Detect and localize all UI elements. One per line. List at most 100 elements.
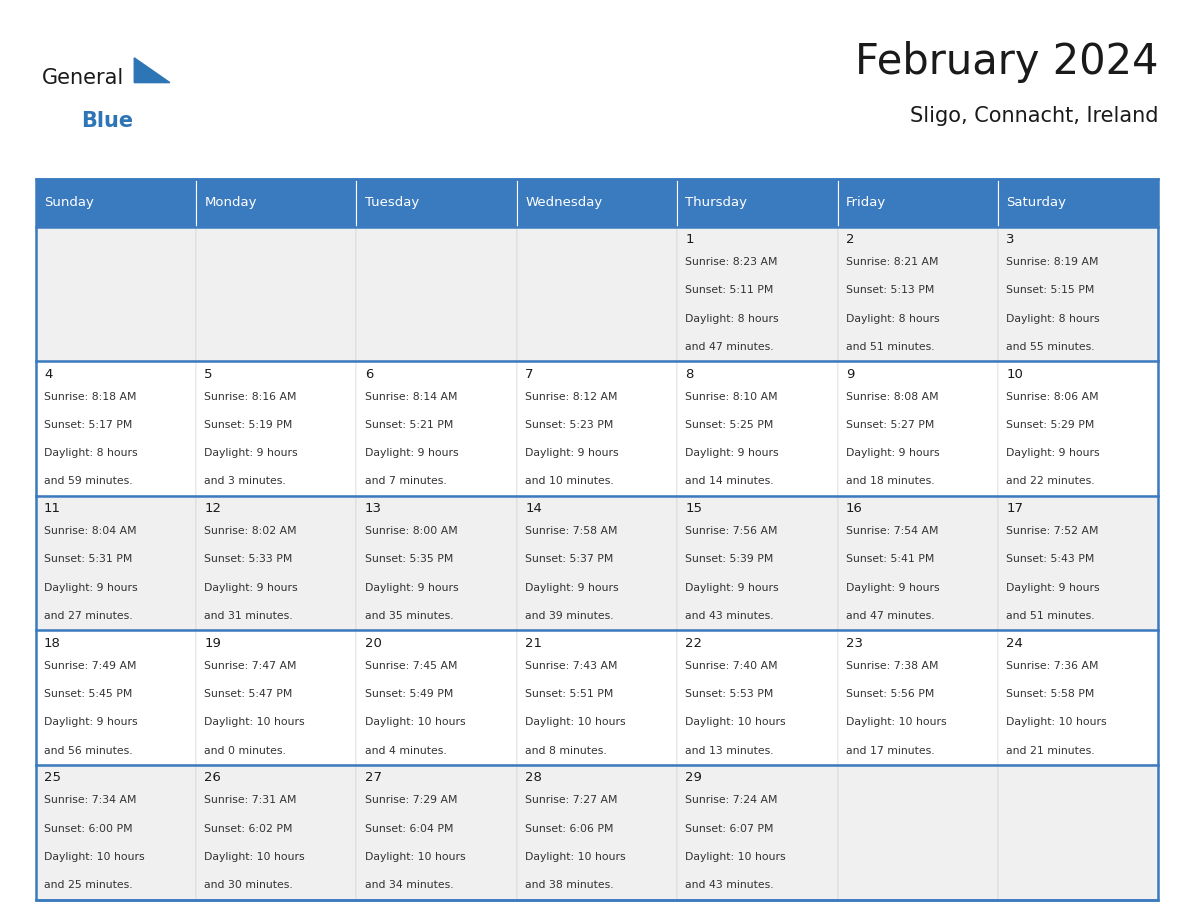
Text: Daylight: 10 hours: Daylight: 10 hours [365, 852, 466, 862]
Text: 26: 26 [204, 771, 221, 785]
Text: Daylight: 10 hours: Daylight: 10 hours [525, 852, 626, 862]
Text: 17: 17 [1006, 502, 1023, 515]
Text: Sunrise: 7:40 AM: Sunrise: 7:40 AM [685, 661, 778, 671]
Text: Sunset: 5:11 PM: Sunset: 5:11 PM [685, 285, 773, 296]
Text: 7: 7 [525, 368, 533, 381]
Text: 23: 23 [846, 637, 862, 650]
Text: Sunset: 5:17 PM: Sunset: 5:17 PM [44, 420, 132, 430]
Text: and 30 minutes.: and 30 minutes. [204, 880, 293, 890]
Text: 25: 25 [44, 771, 61, 785]
Text: Friday: Friday [846, 196, 886, 209]
Text: Sunset: 5:15 PM: Sunset: 5:15 PM [1006, 285, 1094, 296]
Polygon shape [134, 58, 170, 83]
Bar [36, 362, 196, 496]
Text: Daylight: 8 hours: Daylight: 8 hours [685, 314, 779, 323]
Text: Daylight: 8 hours: Daylight: 8 hours [846, 314, 940, 323]
Text: Daylight: 9 hours: Daylight: 9 hours [365, 448, 459, 458]
Text: Sunset: 5:21 PM: Sunset: 5:21 PM [365, 420, 453, 430]
Text: Sunrise: 8:19 AM: Sunrise: 8:19 AM [1006, 257, 1099, 267]
Text: Daylight: 10 hours: Daylight: 10 hours [685, 852, 786, 862]
Text: Daylight: 9 hours: Daylight: 9 hours [1006, 448, 1100, 458]
Text: Sunset: 5:27 PM: Sunset: 5:27 PM [846, 420, 934, 430]
Text: 12: 12 [204, 502, 221, 515]
Text: Daylight: 9 hours: Daylight: 9 hours [525, 583, 619, 593]
Text: Sunset: 5:19 PM: Sunset: 5:19 PM [204, 420, 292, 430]
Text: 6: 6 [365, 368, 373, 381]
Bar [998, 496, 1158, 631]
Text: Thursday: Thursday [685, 196, 747, 209]
Bar [517, 765, 677, 900]
Text: Sunrise: 7:24 AM: Sunrise: 7:24 AM [685, 795, 778, 805]
Text: Sunrise: 7:52 AM: Sunrise: 7:52 AM [1006, 526, 1099, 536]
Text: and 8 minutes.: and 8 minutes. [525, 745, 607, 756]
Text: Daylight: 10 hours: Daylight: 10 hours [685, 717, 786, 727]
Text: 5: 5 [204, 368, 213, 381]
Text: 11: 11 [44, 502, 61, 515]
Text: Sunset: 5:39 PM: Sunset: 5:39 PM [685, 554, 773, 565]
Text: and 35 minutes.: and 35 minutes. [365, 611, 454, 621]
Text: 1: 1 [685, 233, 694, 246]
Text: Sunset: 5:25 PM: Sunset: 5:25 PM [685, 420, 773, 430]
Text: Sunset: 5:56 PM: Sunset: 5:56 PM [846, 689, 934, 699]
Text: Sunset: 5:51 PM: Sunset: 5:51 PM [525, 689, 613, 699]
Text: Sunset: 5:45 PM: Sunset: 5:45 PM [44, 689, 132, 699]
Bar [36, 496, 196, 631]
Text: Sunrise: 7:27 AM: Sunrise: 7:27 AM [525, 795, 618, 805]
Text: Sligo, Connacht, Ireland: Sligo, Connacht, Ireland [910, 106, 1158, 126]
Text: Saturday: Saturday [1006, 196, 1067, 209]
Text: Sunrise: 8:12 AM: Sunrise: 8:12 AM [525, 392, 618, 401]
Text: Sunrise: 8:08 AM: Sunrise: 8:08 AM [846, 392, 939, 401]
Text: Daylight: 8 hours: Daylight: 8 hours [1006, 314, 1100, 323]
Text: 8: 8 [685, 368, 694, 381]
Text: 16: 16 [846, 502, 862, 515]
Text: and 34 minutes.: and 34 minutes. [365, 880, 454, 890]
Text: and 31 minutes.: and 31 minutes. [204, 611, 293, 621]
Text: and 47 minutes.: and 47 minutes. [846, 611, 935, 621]
Text: Sunset: 6:00 PM: Sunset: 6:00 PM [44, 823, 133, 834]
Text: Daylight: 10 hours: Daylight: 10 hours [1006, 717, 1107, 727]
Text: Daylight: 9 hours: Daylight: 9 hours [204, 448, 298, 458]
Text: and 14 minutes.: and 14 minutes. [685, 476, 775, 487]
Text: and 47 minutes.: and 47 minutes. [685, 341, 775, 352]
Text: and 59 minutes.: and 59 minutes. [44, 476, 133, 487]
Text: and 0 minutes.: and 0 minutes. [204, 745, 286, 756]
Bar [36, 765, 196, 900]
Bar [838, 362, 998, 496]
Text: Sunrise: 8:06 AM: Sunrise: 8:06 AM [1006, 392, 1099, 401]
Text: 14: 14 [525, 502, 542, 515]
Bar [838, 227, 998, 362]
Text: Daylight: 10 hours: Daylight: 10 hours [525, 717, 626, 727]
Text: 20: 20 [365, 637, 381, 650]
Bar [998, 362, 1158, 496]
Text: 3: 3 [1006, 233, 1015, 246]
Text: Sunrise: 8:10 AM: Sunrise: 8:10 AM [685, 392, 778, 401]
Bar [356, 362, 517, 496]
Text: and 7 minutes.: and 7 minutes. [365, 476, 447, 487]
Text: 4: 4 [44, 368, 52, 381]
Text: and 13 minutes.: and 13 minutes. [685, 745, 775, 756]
Text: Daylight: 10 hours: Daylight: 10 hours [846, 717, 947, 727]
Text: and 21 minutes.: and 21 minutes. [1006, 745, 1095, 756]
Text: 22: 22 [685, 637, 702, 650]
Text: Sunset: 5:35 PM: Sunset: 5:35 PM [365, 554, 453, 565]
Text: Blue: Blue [81, 111, 133, 131]
Text: Tuesday: Tuesday [365, 196, 419, 209]
Text: and 3 minutes.: and 3 minutes. [204, 476, 286, 487]
Text: 21: 21 [525, 637, 542, 650]
Text: February 2024: February 2024 [855, 41, 1158, 84]
Text: Daylight: 9 hours: Daylight: 9 hours [846, 583, 940, 593]
Bar [677, 227, 838, 362]
Text: Daylight: 9 hours: Daylight: 9 hours [685, 448, 779, 458]
Bar [36, 179, 196, 227]
Bar [356, 765, 517, 900]
Text: Daylight: 10 hours: Daylight: 10 hours [204, 852, 305, 862]
Text: and 55 minutes.: and 55 minutes. [1006, 341, 1095, 352]
Text: Wednesday: Wednesday [525, 196, 602, 209]
Text: Daylight: 9 hours: Daylight: 9 hours [44, 583, 138, 593]
Text: and 25 minutes.: and 25 minutes. [44, 880, 133, 890]
Bar [517, 631, 677, 765]
Text: and 39 minutes.: and 39 minutes. [525, 611, 614, 621]
Text: Daylight: 9 hours: Daylight: 9 hours [685, 583, 779, 593]
Text: and 56 minutes.: and 56 minutes. [44, 745, 133, 756]
Bar [838, 631, 998, 765]
